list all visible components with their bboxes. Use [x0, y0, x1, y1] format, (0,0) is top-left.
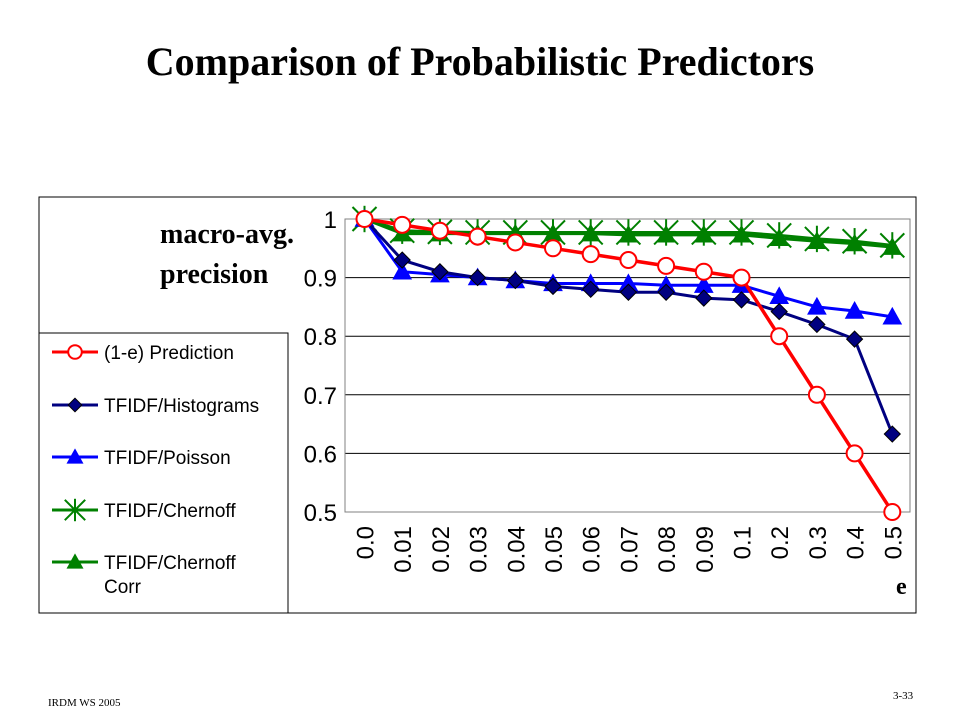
- footer-page-number: 3-33: [893, 690, 914, 702]
- data-point: [844, 300, 865, 319]
- data-point: [619, 283, 638, 301]
- data-point: [393, 215, 412, 234]
- data-point: [693, 224, 714, 243]
- data-point: [468, 227, 487, 246]
- data-point: [770, 327, 789, 346]
- y-tick-label: 0.6: [304, 441, 337, 468]
- data-point: [581, 245, 600, 264]
- legend-label-cont: Corr: [104, 577, 142, 598]
- data-point: [506, 233, 525, 252]
- data-point: [392, 261, 413, 280]
- legend-label: TFIDF/Chernoff: [104, 553, 236, 574]
- x-tick-label: 0.05: [541, 526, 568, 573]
- data-point: [808, 315, 826, 334]
- data-point: [506, 271, 525, 290]
- legend-item: TFIDF/Poisson: [52, 448, 231, 469]
- footer-course: IRDM WS 2005: [48, 697, 121, 709]
- data-point: [807, 296, 827, 315]
- x-tick-label: 0.2: [767, 526, 794, 559]
- data-point: [64, 498, 86, 522]
- x-tick-label: 0.04: [503, 526, 530, 573]
- data-point: [807, 385, 826, 404]
- series--1-e-prediction: [355, 210, 902, 521]
- legend-label: (1-e) Prediction: [104, 343, 234, 364]
- x-tick-label: 0.06: [579, 526, 606, 573]
- data-point: [882, 306, 903, 325]
- data-point: [807, 231, 827, 249]
- data-point: [883, 503, 902, 521]
- data-point: [393, 251, 411, 269]
- legend-label: TFIDF/Chernoff: [104, 501, 236, 522]
- data-point: [769, 228, 790, 247]
- y-tick-labels: 0.5 0.6 0.7 0.8 0.9 1: [304, 207, 337, 527]
- data-point: [732, 291, 751, 309]
- y-tick-label: 1: [324, 207, 337, 234]
- legend-item: TFIDF/Histograms: [52, 396, 259, 417]
- data-point: [882, 237, 903, 255]
- data-point: [430, 221, 449, 240]
- x-tick-label: 0.3: [805, 526, 832, 559]
- slide-title: Comparison of Probabilistic Predictors: [145, 39, 815, 84]
- data-point: [544, 239, 562, 258]
- y-tick-label: 0.7: [304, 383, 337, 410]
- data-point: [431, 263, 449, 281]
- legend-label: TFIDF/Histograms: [104, 396, 259, 417]
- y-axis-label-line2: precision: [160, 259, 269, 290]
- legend-item: TFIDF/Chernoff Corr: [52, 553, 236, 598]
- data-point: [544, 277, 562, 296]
- data-point: [656, 224, 676, 243]
- data-point: [580, 223, 601, 242]
- x-tick-label: 0.01: [390, 526, 417, 573]
- data-point: [694, 262, 713, 281]
- x-tick-label: 0.5: [880, 526, 907, 559]
- x-tick-label: 0.08: [654, 526, 681, 573]
- x-tick-label: 0.09: [692, 526, 719, 573]
- data-point: [731, 224, 752, 243]
- series-tfidf-histograms: [355, 210, 902, 443]
- data-point: [581, 280, 600, 299]
- x-tick-label: 0.02: [428, 526, 455, 573]
- data-point: [770, 302, 788, 321]
- data-point: [732, 268, 751, 287]
- data-point: [845, 444, 864, 463]
- data-point: [845, 330, 864, 348]
- data-point: [355, 210, 374, 228]
- legend: (1-e) Prediction TFIDF/Histograms TFIDF/Po…: [52, 343, 259, 598]
- x-axis-label: e: [896, 574, 907, 600]
- data-point: [67, 344, 83, 360]
- data-point: [618, 224, 639, 243]
- legend-item: (1-e) Prediction: [52, 343, 234, 364]
- data-point: [844, 233, 865, 252]
- x-tick-label: 0.03: [466, 526, 493, 573]
- data-point: [657, 283, 675, 301]
- data-point: [883, 425, 902, 443]
- data-point: [66, 448, 84, 464]
- legend-item: TFIDF/Chernoff: [52, 498, 236, 522]
- data-point: [619, 251, 638, 270]
- x-tick-label: 0.4: [843, 526, 870, 559]
- y-tick-label: 0.9: [304, 266, 337, 293]
- x-tick-label: 0.1: [730, 526, 757, 559]
- data-point: [66, 553, 84, 569]
- data-point: [695, 289, 713, 307]
- data-point: [67, 397, 83, 413]
- y-axis-label-line1: macro-avg.: [160, 219, 294, 250]
- data-point: [468, 268, 487, 287]
- plot-area-border: [344, 218, 911, 513]
- y-tick-label: 0.8: [304, 324, 337, 351]
- data-point: [657, 256, 676, 275]
- series-lines: [351, 205, 906, 521]
- y-tick-label: 0.5: [304, 500, 337, 527]
- x-tick-label: 0.07: [616, 526, 643, 573]
- legend-label: TFIDF/Poisson: [104, 448, 231, 469]
- x-tick-label: 0.0: [353, 526, 380, 559]
- x-tick-labels: 0.0 0.01 0.02 0.03 0.04 0.05 0.06 0.07 0.08 0.09 0…: [353, 526, 908, 573]
